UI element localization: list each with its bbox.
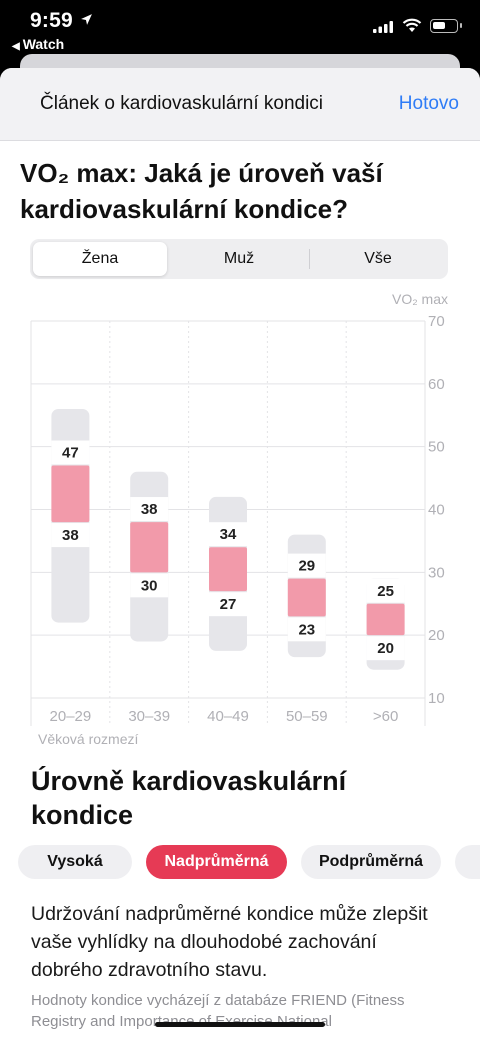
value-label-low: 20 (377, 640, 394, 657)
segment-male[interactable]: Muž (223, 250, 255, 267)
value-label-high: 47 (62, 445, 79, 462)
value-label-high: 34 (220, 526, 237, 543)
value-label-bg (51, 440, 90, 465)
y-tick-label: 50 (428, 439, 445, 456)
home-indicator[interactable] (155, 1022, 325, 1027)
value-label-bg (287, 617, 326, 642)
wifi-icon (402, 18, 422, 32)
value-label-bg (287, 553, 326, 578)
segment-female[interactable]: Žena (33, 242, 167, 276)
value-label-bg (51, 523, 90, 548)
value-label-bg (366, 636, 405, 661)
back-app-label: Watch (22, 36, 65, 52)
article-title-line2: kardiovaskulární kondice? (20, 194, 349, 224)
article-title: VO₂ max: Jaká je úroveň vaší kardiovasku… (20, 155, 460, 227)
x-category-label: 30–39 (128, 708, 170, 725)
above-average-bar (366, 603, 405, 636)
above-average-bar (130, 522, 169, 573)
chip-high[interactable]: Vysoká (18, 845, 132, 879)
value-label-low: 30 (141, 577, 158, 594)
cellular-signal-icon (373, 21, 393, 33)
value-label-low: 23 (298, 621, 315, 638)
above-average-bar (209, 547, 247, 592)
value-label-bg (130, 573, 169, 598)
level-description: Udržování nadprůměrné kondice může zlepš… (31, 903, 428, 981)
chip-above-average[interactable]: Nadprůměrná (146, 845, 287, 879)
x-axis-label: Věková rozmezí (38, 731, 138, 747)
section-title-line2: kondice (31, 800, 134, 830)
y-tick-label: 60 (428, 376, 445, 393)
section-title-line1: Úrovně kardiovaskulární (31, 766, 347, 796)
gender-segmented-control: Žena Muž Vše (30, 239, 448, 279)
value-label-bg (209, 522, 247, 547)
chip-below-average[interactable]: Podprůměrná (301, 845, 441, 879)
article-title-line1: VO₂ max: Jaká je úroveň vaší (20, 158, 383, 188)
status-bar: 9:59 ◀ Watch (0, 0, 480, 62)
x-category-label: 40–49 (207, 708, 249, 725)
y-tick-label: 30 (428, 564, 445, 581)
y-tick-label: 10 (428, 690, 445, 707)
value-label-low: 38 (62, 527, 79, 544)
above-average-bar (51, 465, 90, 523)
nav-title: Článek o kardiovaskulární kondici (40, 93, 324, 114)
article-sheet: Článek o kardiovaskulární kondici Hotovo… (0, 68, 480, 1048)
done-button[interactable]: Hotovo (398, 93, 459, 114)
segment-all[interactable]: Vše (364, 250, 392, 267)
chip-next-partial[interactable] (455, 845, 480, 879)
y-unit-label: VO₂ max (392, 291, 448, 307)
x-category-label: 20–29 (50, 708, 92, 725)
above-average-bar (287, 578, 326, 617)
section-title: Úrovně kardiovaskulární kondice (31, 764, 431, 832)
value-label-high: 25 (377, 583, 394, 600)
y-tick-label: 70 (428, 313, 445, 330)
value-label-bg (130, 497, 169, 522)
x-category-label: >60 (373, 708, 398, 725)
value-label-bg (209, 592, 247, 617)
y-tick-label: 40 (428, 502, 445, 519)
y-tick-label: 20 (428, 627, 445, 644)
location-arrow-icon (81, 14, 92, 25)
status-time: 9:59 (30, 9, 73, 32)
value-label-low: 27 (220, 596, 237, 613)
x-category-label: 50–59 (286, 708, 328, 725)
value-label-bg (366, 578, 405, 603)
level-chips: Vysoká Nadprůměrná Podprůměrná (0, 845, 480, 885)
battery-icon (430, 19, 462, 33)
back-to-app-link[interactable]: ◀ Watch (12, 36, 64, 52)
value-label-high: 38 (141, 501, 158, 518)
back-triangle-icon: ◀ (12, 41, 20, 52)
segment-divider (309, 249, 310, 269)
vo2max-chart: VO₂ max 10 20 30 40 50 60 70 47 38 20–29 38 30 30–39 3… (30, 291, 448, 747)
value-label-high: 29 (298, 558, 315, 575)
nav-bar: Článek o kardiovaskulární kondici Hotovo (0, 68, 480, 141)
